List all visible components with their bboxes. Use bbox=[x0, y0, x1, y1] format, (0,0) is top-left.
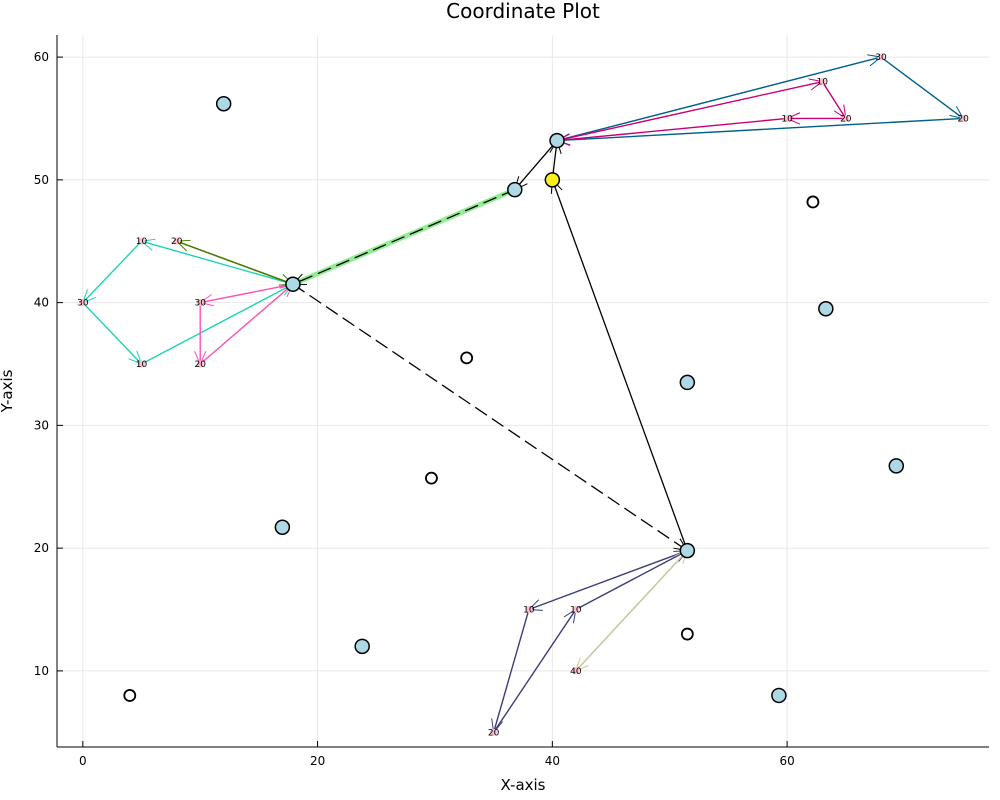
depot-node bbox=[544, 172, 561, 188]
route-stop-label: 30 bbox=[77, 299, 89, 309]
filled-node bbox=[888, 458, 905, 474]
filled-node bbox=[274, 519, 291, 536]
route-stop-marker bbox=[877, 53, 885, 61]
route-stop-label: 20 bbox=[171, 237, 183, 247]
route-stop-marker bbox=[525, 606, 533, 614]
filled-node bbox=[771, 687, 787, 704]
filled-node bbox=[679, 374, 696, 391]
route-stop-label: 10 bbox=[570, 606, 582, 616]
route-stop-label: 40 bbox=[570, 667, 582, 677]
route-stop-marker bbox=[490, 728, 498, 736]
route-stop-marker bbox=[196, 360, 204, 368]
y-axis-label: Y-axis bbox=[0, 369, 16, 413]
hollow-node bbox=[123, 689, 137, 702]
route-stop-marker bbox=[79, 299, 87, 307]
route-3-segment bbox=[176, 240, 294, 285]
route-stop-marker bbox=[959, 114, 967, 122]
filled-node bbox=[507, 181, 523, 198]
route-5-segment bbox=[575, 549, 688, 611]
route-stop-marker bbox=[783, 114, 791, 122]
route-0-segment bbox=[880, 56, 964, 120]
route-stop-marker bbox=[173, 237, 181, 245]
y-tick-label: 60 bbox=[34, 50, 49, 64]
grid-lines bbox=[57, 35, 989, 747]
chart-title: Coordinate Plot bbox=[446, 0, 600, 23]
route-stop-label: 10 bbox=[523, 606, 535, 616]
filled-node bbox=[215, 95, 232, 112]
filled-node bbox=[285, 276, 301, 292]
x-tick-label: 20 bbox=[310, 754, 325, 768]
route-stop-label: 10 bbox=[817, 78, 829, 88]
route-layer bbox=[81, 54, 965, 734]
route-stop-marker bbox=[818, 78, 826, 86]
filled-node bbox=[818, 301, 834, 317]
route-stop-marker bbox=[572, 667, 580, 675]
route-5-segment bbox=[528, 549, 688, 611]
y-tick-label: 20 bbox=[34, 541, 49, 555]
x-tick-labels: 0 20 40 60 bbox=[79, 754, 795, 768]
main-edge bbox=[292, 283, 688, 552]
hollow-node bbox=[806, 195, 820, 209]
node-layer bbox=[123, 95, 905, 704]
route-stop-marker bbox=[138, 360, 146, 368]
main-edge bbox=[551, 179, 688, 551]
filled-node bbox=[679, 542, 696, 559]
route-stop-label: 10 bbox=[781, 114, 793, 124]
y-tick-label: 30 bbox=[34, 418, 49, 432]
route-stop-label: 10 bbox=[136, 237, 148, 247]
route-2-segment bbox=[141, 240, 294, 285]
route-2-segment bbox=[141, 283, 294, 365]
route-0-segment bbox=[557, 117, 964, 142]
route-1-segment bbox=[556, 117, 788, 142]
route-0-segment bbox=[556, 56, 882, 142]
main-edge bbox=[514, 140, 558, 191]
filled-node bbox=[549, 132, 565, 149]
route-1-segment bbox=[556, 80, 823, 142]
route-5-segment bbox=[493, 609, 577, 733]
route-6-segment bbox=[575, 550, 688, 672]
x-tick-label: 40 bbox=[545, 754, 560, 768]
hollow-node bbox=[425, 471, 438, 485]
route-stop-label: 30 bbox=[875, 53, 887, 63]
route-stop-label: 20 bbox=[840, 114, 852, 124]
route-label-layer: 30 20 10 20 10 10 30 10 20 30 20 10 20 10 40 bbox=[77, 53, 969, 738]
route-stop-marker bbox=[842, 114, 850, 122]
y-tick-label: 40 bbox=[34, 296, 49, 310]
route-stop-label: 20 bbox=[194, 360, 206, 370]
y-tick-label: 50 bbox=[34, 173, 49, 187]
route-stop-label: 20 bbox=[488, 728, 500, 738]
route-stop-marker bbox=[196, 299, 204, 307]
route-1-segment bbox=[821, 81, 847, 119]
route-stop-label: 20 bbox=[957, 114, 969, 124]
hollow-node bbox=[460, 351, 474, 365]
route-stop-marker bbox=[572, 606, 580, 614]
route-2-segment bbox=[82, 240, 143, 304]
route-stop-marker bbox=[138, 237, 146, 245]
hollow-node bbox=[680, 627, 694, 641]
x-axis-label: X-axis bbox=[501, 776, 546, 794]
route-stop-label: 10 bbox=[136, 360, 148, 370]
y-tick-labels: 10 20 30 40 50 60 bbox=[34, 50, 49, 678]
x-tick-label: 60 bbox=[779, 754, 794, 768]
route-5-segment bbox=[492, 609, 530, 733]
route-4-segment bbox=[200, 283, 294, 304]
route-2-segment bbox=[82, 302, 143, 365]
route-stop-label: 30 bbox=[194, 299, 206, 309]
y-tick-label: 10 bbox=[34, 664, 49, 678]
main-edge bbox=[292, 189, 516, 285]
filled-node bbox=[354, 638, 370, 655]
x-tick-label: 0 bbox=[79, 754, 87, 768]
route-4-segment bbox=[199, 283, 294, 365]
